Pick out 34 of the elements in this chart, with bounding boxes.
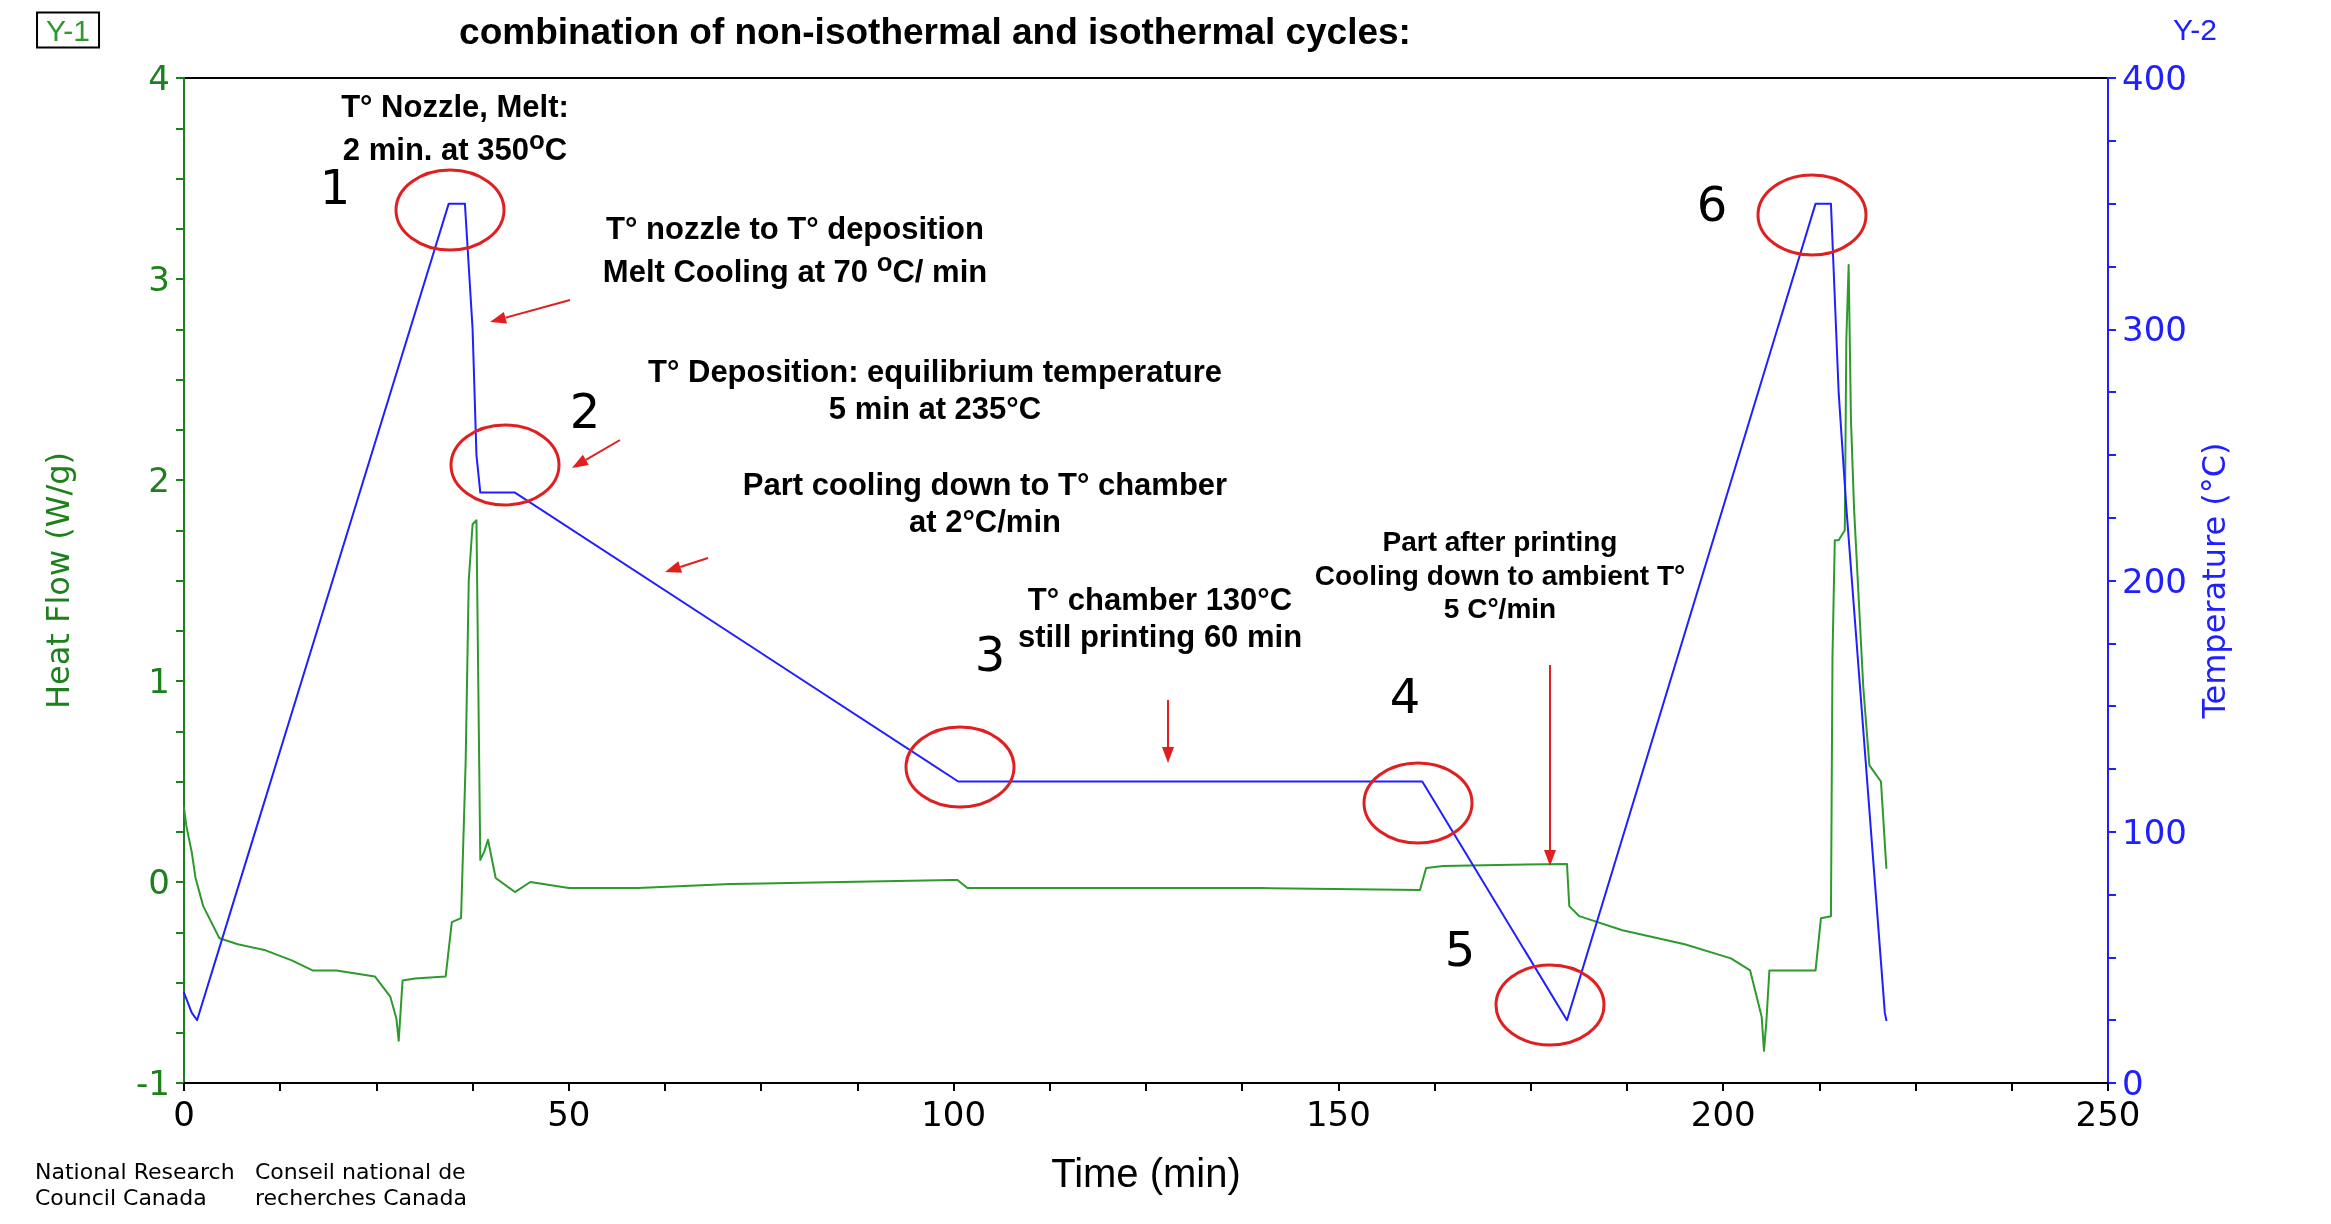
annotation: 4 — [1389, 668, 1421, 726]
y2-tick-label: 400 — [2122, 58, 2187, 98]
annotation: 2 — [569, 383, 601, 441]
y-tick-label: 2 — [148, 460, 170, 500]
y-tick-label: 0 — [148, 862, 170, 902]
text: Y-2 — [2173, 12, 2217, 48]
y-tick-label: 4 — [148, 58, 170, 98]
x-tick-label: 250 — [2075, 1094, 2141, 1134]
text: National Research Council Canada — [35, 1159, 235, 1212]
annotation: Part cooling down to T° chamber at 2°C/min — [742, 465, 1228, 541]
x-tick-label: 150 — [1305, 1094, 1371, 1134]
text: Conseil national de recherches Canada — [255, 1159, 467, 1212]
x-tick-label: 50 — [547, 1094, 591, 1134]
y2-axis-title: Temperature (°C) — [2194, 442, 2233, 720]
annotation: T° Deposition: equilibrium temperature 5 min at 235°C — [648, 352, 1222, 428]
text: Y-1 — [36, 11, 100, 49]
y-tick-label: 3 — [148, 259, 170, 299]
annotation: Part after printing Cooling down to ambient T° 5 C°/min — [1314, 524, 1686, 626]
x-tick-label: 200 — [1690, 1094, 1756, 1134]
y2-tick-label: 200 — [2122, 560, 2187, 601]
annotation: 6 — [1696, 176, 1728, 234]
annotation: T° nozzle to T° deposition Melt Cooling at 70 $^{o}$C/ min — [602, 209, 988, 291]
y2-tick-label: 300 — [2122, 309, 2187, 350]
chart-title: combination of non-isothermal and isothermal cycles: — [459, 11, 1411, 52]
x-tick-label: 0 — [173, 1094, 195, 1134]
x-tick-label: 100 — [921, 1094, 987, 1134]
annotation: 5 — [1444, 921, 1476, 979]
annotation: T° chamber 130°C still printing 60 min — [1017, 580, 1303, 656]
y-tick-label: 1 — [148, 661, 170, 701]
y-axis-title: Heat Flow (W/g) — [39, 452, 77, 709]
y2-tick-label: 100 — [2122, 811, 2187, 852]
y-tick-label: -1 — [136, 1063, 170, 1103]
x-axis-title: Time (min) — [1051, 1151, 1241, 1195]
annotation: 3 — [974, 626, 1006, 684]
